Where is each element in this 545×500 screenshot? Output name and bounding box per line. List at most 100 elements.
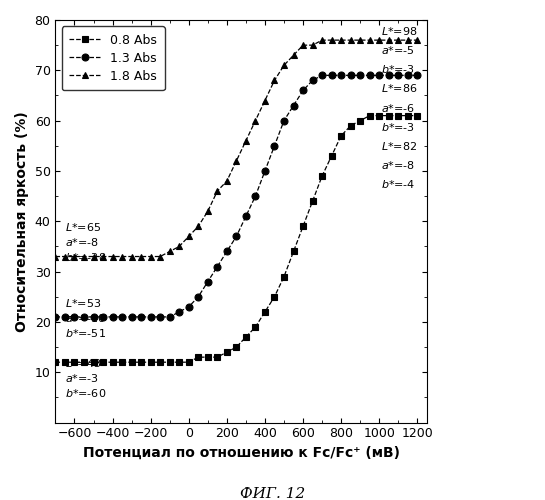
1.3 Abs xyxy=(138,314,144,320)
0.8 Abs xyxy=(147,359,154,365)
0.8 Abs xyxy=(290,248,297,254)
1.3 Abs xyxy=(90,314,97,320)
0.8 Abs xyxy=(310,198,316,204)
1.3 Abs xyxy=(281,118,287,124)
1.8 Abs xyxy=(195,224,202,230)
1.3 Abs xyxy=(290,102,297,108)
Line: 0.8 Abs: 0.8 Abs xyxy=(52,112,421,366)
1.8 Abs xyxy=(319,37,325,43)
0.8 Abs xyxy=(262,309,268,315)
1.8 Abs xyxy=(357,37,364,43)
1.3 Abs xyxy=(395,72,402,78)
1.8 Abs xyxy=(328,37,335,43)
0.8 Abs xyxy=(281,274,287,280)
1.3 Abs xyxy=(52,314,59,320)
0.8 Abs xyxy=(138,359,144,365)
1.8 Abs xyxy=(271,78,278,84)
1.8 Abs xyxy=(81,254,87,260)
1.8 Abs xyxy=(119,254,125,260)
1.3 Abs xyxy=(243,214,249,220)
1.3 Abs xyxy=(147,314,154,320)
Text: ФИГ. 12: ФИГ. 12 xyxy=(240,486,305,500)
0.8 Abs xyxy=(395,112,402,118)
1.8 Abs xyxy=(110,254,116,260)
0.8 Abs xyxy=(366,112,373,118)
1.8 Abs xyxy=(204,208,211,214)
Text: $\mathit{a}$*=-8: $\mathit{a}$*=-8 xyxy=(381,159,415,171)
1.3 Abs xyxy=(81,314,87,320)
1.8 Abs xyxy=(347,37,354,43)
1.8 Abs xyxy=(90,254,97,260)
1.8 Abs xyxy=(376,37,383,43)
Text: $\mathit{L}$*=53
$\mathit{a}$*=-10
$\mathit{b}$*=-51: $\mathit{L}$*=53 $\mathit{a}$*=-10 $\mat… xyxy=(65,297,106,339)
0.8 Abs xyxy=(223,349,230,355)
0.8 Abs xyxy=(357,118,364,124)
Text: $\mathit{a}$*=-5: $\mathit{a}$*=-5 xyxy=(381,44,415,56)
0.8 Abs xyxy=(52,359,59,365)
0.8 Abs xyxy=(214,354,221,360)
0.8 Abs xyxy=(252,324,259,330)
0.8 Abs xyxy=(185,359,192,365)
1.3 Abs xyxy=(195,294,202,300)
1.8 Abs xyxy=(157,254,164,260)
Text: $\mathit{L}$*=65
$\mathit{a}$*=-8
$\mathit{b}$*=-38: $\mathit{L}$*=65 $\mathit{a}$*=-8 $\math… xyxy=(65,222,106,264)
0.8 Abs xyxy=(243,334,249,340)
1.3 Abs xyxy=(166,314,173,320)
0.8 Abs xyxy=(71,359,78,365)
1.8 Abs xyxy=(243,138,249,144)
Text: $\mathit{b}$*=-3: $\mathit{b}$*=-3 xyxy=(381,120,415,132)
1.3 Abs xyxy=(223,248,230,254)
1.8 Abs xyxy=(214,188,221,194)
0.8 Abs xyxy=(176,359,183,365)
Text: $\mathit{a}$*=-6: $\mathit{a}$*=-6 xyxy=(381,102,415,114)
1.8 Abs xyxy=(100,254,106,260)
1.8 Abs xyxy=(185,234,192,239)
1.8 Abs xyxy=(290,52,297,58)
1.8 Abs xyxy=(310,42,316,48)
Text: $\mathit{L}$*=82: $\mathit{L}$*=82 xyxy=(381,140,417,152)
0.8 Abs xyxy=(119,359,125,365)
0.8 Abs xyxy=(319,173,325,179)
Text: $\mathit{L}$*=98: $\mathit{L}$*=98 xyxy=(381,25,417,37)
1.8 Abs xyxy=(71,254,78,260)
1.8 Abs xyxy=(147,254,154,260)
1.8 Abs xyxy=(414,37,421,43)
1.3 Abs xyxy=(204,278,211,284)
0.8 Abs xyxy=(128,359,135,365)
0.8 Abs xyxy=(110,359,116,365)
0.8 Abs xyxy=(62,359,68,365)
1.8 Abs xyxy=(281,62,287,68)
1.3 Abs xyxy=(185,304,192,310)
Line: 1.3 Abs: 1.3 Abs xyxy=(52,72,421,320)
1.8 Abs xyxy=(128,254,135,260)
Line: 1.8 Abs: 1.8 Abs xyxy=(52,36,421,260)
1.3 Abs xyxy=(62,314,68,320)
1.3 Abs xyxy=(252,193,259,199)
1.3 Abs xyxy=(71,314,78,320)
0.8 Abs xyxy=(100,359,106,365)
1.3 Abs xyxy=(338,72,344,78)
1.8 Abs xyxy=(166,248,173,254)
Text: $\mathit{b}$*=-3: $\mathit{b}$*=-3 xyxy=(381,64,415,76)
0.8 Abs xyxy=(385,112,392,118)
1.8 Abs xyxy=(138,254,144,260)
0.8 Abs xyxy=(90,359,97,365)
1.3 Abs xyxy=(366,72,373,78)
0.8 Abs xyxy=(414,112,421,118)
0.8 Abs xyxy=(157,359,164,365)
1.3 Abs xyxy=(376,72,383,78)
1.8 Abs xyxy=(262,98,268,103)
1.3 Abs xyxy=(347,72,354,78)
1.3 Abs xyxy=(100,314,106,320)
1.8 Abs xyxy=(300,42,306,48)
1.8 Abs xyxy=(404,37,411,43)
1.3 Abs xyxy=(271,143,278,149)
1.8 Abs xyxy=(223,178,230,184)
0.8 Abs xyxy=(347,122,354,128)
0.8 Abs xyxy=(195,354,202,360)
1.3 Abs xyxy=(414,72,421,78)
Legend: 0.8 Abs, 1.3 Abs, 1.8 Abs: 0.8 Abs, 1.3 Abs, 1.8 Abs xyxy=(62,26,165,90)
0.8 Abs xyxy=(376,112,383,118)
1.3 Abs xyxy=(214,264,221,270)
1.3 Abs xyxy=(385,72,392,78)
